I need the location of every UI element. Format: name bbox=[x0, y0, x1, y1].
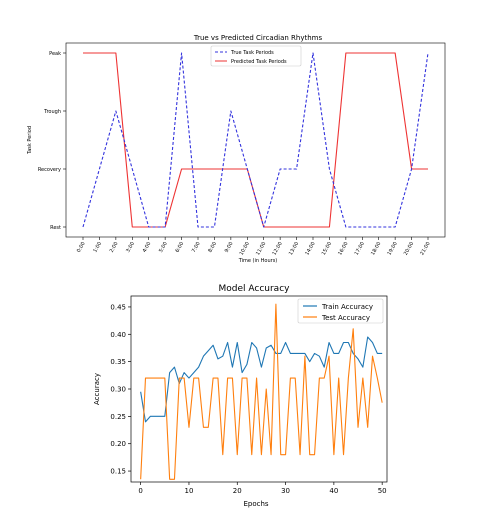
chart1-xtick-label: 15:00 bbox=[321, 241, 333, 256]
chart2-title: Model Accuracy bbox=[219, 284, 291, 294]
chart1-xtick-label: 12:00 bbox=[271, 241, 283, 256]
chart2-ytick-label: 0.30 bbox=[110, 386, 126, 394]
chart2-legend-box bbox=[297, 298, 384, 324]
chart1-title: True vs Predicted Circadian Rhythms bbox=[193, 34, 323, 42]
chart2-x-axis: 0 10 20 30 40 50 bbox=[138, 482, 387, 495]
chart1-ylabel: Task Period bbox=[27, 126, 33, 155]
chart1-legend: True Task Periods Predicted Task Periods bbox=[210, 45, 302, 67]
chart1-xtick-label: 7:00 bbox=[191, 241, 202, 254]
chart2-xlabel: Epochs bbox=[243, 500, 268, 508]
chart2-xtick-label: 30 bbox=[281, 487, 290, 495]
chart2-xtick-label: 50 bbox=[378, 487, 387, 495]
chart1-xtick-label: 9:00 bbox=[224, 241, 235, 254]
chart1-ytick-label: Trough bbox=[43, 109, 61, 115]
chart2-y-axis: 0.15 0.20 0.25 0.30 0.35 0.40 0.45 bbox=[110, 303, 131, 476]
chart1-xtick-label: 14:00 bbox=[304, 241, 316, 256]
chart2-xtick-label: 40 bbox=[329, 487, 338, 495]
chart1-true-line bbox=[82, 52, 429, 228]
chart2-series bbox=[140, 303, 383, 480]
chart1-legend-box bbox=[210, 45, 302, 67]
chart1-xtick-label: 4:00 bbox=[142, 241, 153, 254]
chart1-x-axis: 0:00 1:00 2:00 3:00 4:00 5:00 6:00 7:00 8:00 9:00… bbox=[76, 237, 432, 256]
chart1-xtick-label: 5:00 bbox=[158, 241, 169, 254]
chart2-test-line bbox=[140, 303, 383, 480]
chart1-xlabel: Time (in Hours) bbox=[238, 258, 278, 264]
chart1-xtick-label: 17:00 bbox=[354, 241, 366, 256]
chart1-xtick-label: 8:00 bbox=[207, 241, 218, 254]
chart1-ytick-label: Rest bbox=[50, 225, 61, 231]
chart1-xtick-label: 18:00 bbox=[370, 241, 382, 256]
chart2-ytick-label: 0.45 bbox=[110, 303, 126, 311]
chart2-xtick-label: 20 bbox=[233, 487, 242, 495]
chart1-xtick-label: 19:00 bbox=[386, 241, 398, 256]
chart2-legend: Train Accuracy Test Accuracy bbox=[297, 298, 384, 324]
chart1-xtick-label: 20:00 bbox=[403, 241, 415, 256]
chart1-xtick-label: 2:00 bbox=[109, 241, 120, 254]
chart1-xtick-label: 21:00 bbox=[419, 241, 431, 256]
chart1-legend-true-label: True Task Periods bbox=[230, 50, 274, 56]
accuracy-chart: Model Accuracy 0.150.200.250.300.350.400… bbox=[93, 284, 388, 508]
chart2-xtick-label: 10 bbox=[185, 487, 194, 495]
chart2-legend-train-label: Train Accuracy bbox=[321, 303, 373, 311]
chart2-ytick-label: 0.40 bbox=[110, 331, 126, 339]
chart1-predicted-line bbox=[83, 52, 428, 228]
chart1-ytick-label: Recovery bbox=[38, 167, 61, 173]
chart2-ytick-label: 0.25 bbox=[110, 413, 126, 421]
chart1-xtick-label: 6:00 bbox=[174, 241, 185, 254]
chart1-xtick-label: 11:00 bbox=[255, 241, 267, 256]
circadian-chart: True vs Predicted Circadian Rhythms Rest… bbox=[27, 34, 446, 264]
chart1-xtick-label: 0:00 bbox=[76, 241, 87, 254]
chart2-plot-area bbox=[130, 295, 388, 483]
chart2-ytick-label: 0.35 bbox=[110, 358, 126, 366]
chart1-series bbox=[82, 52, 429, 228]
chart1-y-axis: Rest Recovery Trough Peak bbox=[38, 51, 66, 231]
chart1-ytick-label: Peak bbox=[49, 51, 61, 57]
chart2-legend-test-label: Test Accuracy bbox=[321, 314, 370, 322]
chart1-legend-pred-label: Predicted Task Periods bbox=[231, 59, 287, 65]
chart1-xtick-label: 3:00 bbox=[125, 241, 136, 254]
chart1-xtick-label: 13:00 bbox=[288, 241, 300, 256]
chart1-xtick-label: 16:00 bbox=[337, 241, 349, 256]
chart1-plot-area bbox=[65, 42, 446, 238]
chart2-xtick-label: 0 bbox=[138, 487, 142, 495]
chart1-xtick-label: 1:00 bbox=[92, 241, 103, 254]
chart2-ytick-label: 0.15 bbox=[110, 468, 126, 476]
chart2-ytick-label: 0.20 bbox=[110, 440, 126, 448]
chart2-ylabel: Accuracy bbox=[93, 373, 101, 405]
chart1-xtick-label: 10:00 bbox=[239, 241, 251, 256]
